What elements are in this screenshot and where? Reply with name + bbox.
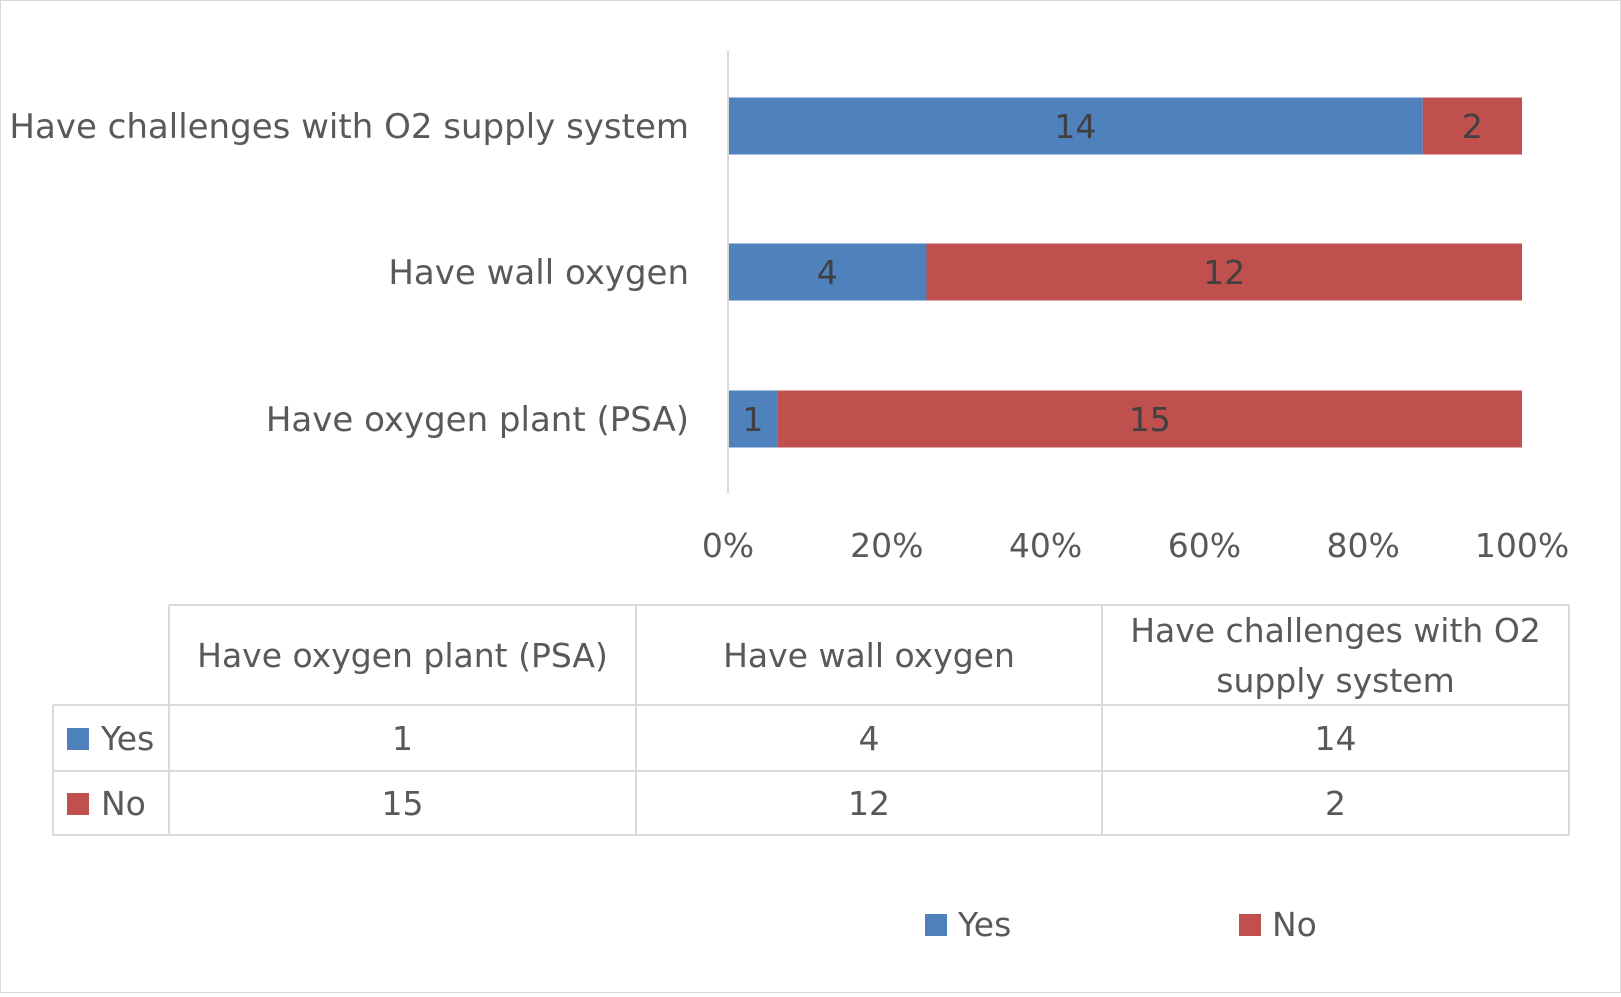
table-header-cell: Have wall oxygen <box>723 636 1015 675</box>
category-label: Have oxygen plant (PSA) <box>266 400 689 440</box>
bars-layer <box>728 97 1522 448</box>
table-cell: 14 <box>1315 719 1357 758</box>
x-tick-labels-layer: 0% 20% 40% 60% 80% 100% <box>702 526 1569 565</box>
legend: Yes No <box>925 905 1317 944</box>
bar-yes-have-oxygen-plant-psa <box>728 390 778 448</box>
category-label: Have wall oxygen <box>388 253 689 293</box>
data-label-no-have-challenges-with-o2-supply-system: 2 <box>1462 107 1483 146</box>
x-tick-label: 80% <box>1327 526 1400 565</box>
x-tick-label: 20% <box>850 526 923 565</box>
data-label-no-have-oxygen-plant-psa: 15 <box>1129 400 1171 439</box>
data-label-yes-have-oxygen-plant-psa: 1 <box>742 400 763 439</box>
x-tick-label: 0% <box>702 526 754 565</box>
data-table: Have oxygen plant (PSA) Have wall oxygen H… <box>52 604 1570 836</box>
table-legend-key-no <box>67 793 89 815</box>
category-labels-layer: Have oxygen plant (PSA) Have wall oxygen H… <box>9 107 689 440</box>
legend-label-no: No <box>1272 905 1317 944</box>
table-cell: 1 <box>392 719 413 758</box>
table-row-label: Yes <box>100 719 154 758</box>
data-label-no-have-wall-oxygen: 12 <box>1203 253 1245 292</box>
data-label-yes-have-challenges-with-o2-supply-system: 14 <box>1054 107 1096 146</box>
bar-yes-have-challenges-with-o2-supply-system <box>728 97 1423 155</box>
table-legend-key-yes <box>67 728 89 750</box>
x-tick-label: 60% <box>1168 526 1241 565</box>
category-label: Have challenges with O2 supply system <box>9 107 689 147</box>
legend-label-yes: Yes <box>957 905 1011 944</box>
table-cell: 2 <box>1325 784 1346 823</box>
bar-no-have-oxygen-plant-psa <box>777 390 1522 448</box>
table-row-label: No <box>101 784 146 823</box>
table-cell: 4 <box>859 719 880 758</box>
legend-swatch-no <box>1239 914 1261 936</box>
table-cell: 12 <box>848 784 890 823</box>
data-label-yes-have-wall-oxygen: 4 <box>817 253 838 292</box>
bar-yes-have-wall-oxygen <box>728 243 927 301</box>
table-header-cell: Have challenges with O2 supply system <box>1130 611 1541 700</box>
x-tick-label: 40% <box>1009 526 1082 565</box>
table-header-cell: Have oxygen plant (PSA) <box>197 636 608 675</box>
bar-no-have-challenges-with-o2-supply-system <box>1422 97 1522 155</box>
bar-no-have-wall-oxygen <box>926 243 1522 301</box>
data-labels-layer: 1 15 4 12 14 2 <box>742 107 1483 439</box>
table-cell: 15 <box>382 784 424 823</box>
legend-swatch-yes <box>925 914 947 936</box>
x-tick-label: 100% <box>1475 526 1569 565</box>
